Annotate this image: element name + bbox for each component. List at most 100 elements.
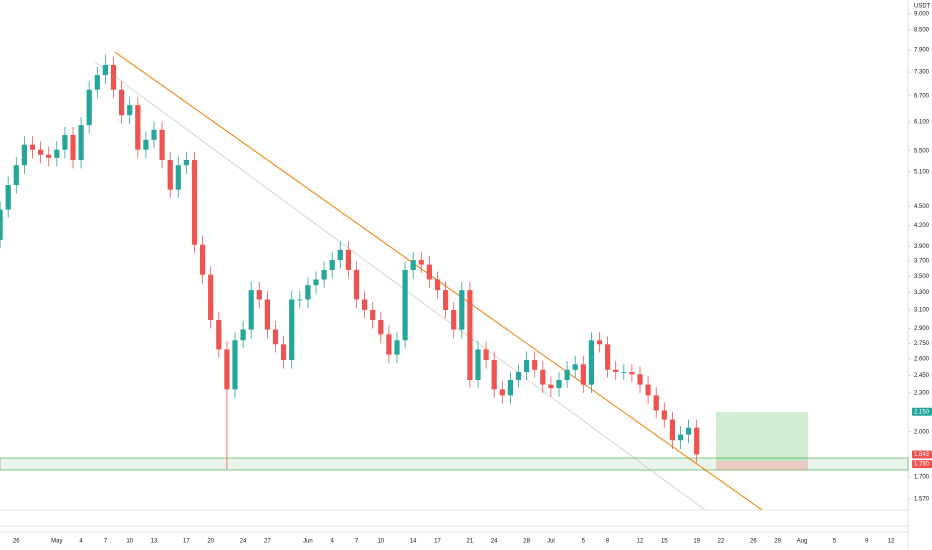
price-tag <box>912 460 932 469</box>
candle-body <box>661 410 667 420</box>
price-tag-label: 1.843 <box>914 452 930 458</box>
y-tick-label: 9.000 <box>914 11 930 17</box>
candle-body <box>127 105 133 116</box>
candle-body <box>248 290 254 330</box>
price-tag <box>912 450 932 459</box>
y-tick-label: 3.100 <box>914 308 930 314</box>
candle-body <box>62 134 68 150</box>
candle-body <box>232 340 238 390</box>
candle-body <box>451 310 457 330</box>
y-tick-label: 4.200 <box>914 223 930 229</box>
x-tick-label: 17 <box>183 539 190 545</box>
candle-body <box>289 299 295 360</box>
candle-body <box>264 299 270 330</box>
y-tick-label: 3.500 <box>914 274 930 280</box>
stop-zone <box>716 461 808 470</box>
candle-body <box>200 244 206 275</box>
candle-body <box>305 285 311 300</box>
candle-body <box>564 369 570 380</box>
candle-body <box>475 349 481 380</box>
x-tick-label: May <box>51 539 62 545</box>
candle-body <box>183 159 189 166</box>
x-tick-label: Jun <box>303 539 313 545</box>
candle-body <box>443 290 449 311</box>
candle-body <box>580 364 586 385</box>
candle-body <box>491 359 497 390</box>
y-tick-label: 4.500 <box>914 204 930 210</box>
candle-body <box>386 334 392 355</box>
x-tick-label: 24 <box>240 539 247 545</box>
candle-body <box>297 299 303 301</box>
candle-body <box>110 64 117 90</box>
x-tick-label: 7 <box>104 539 108 545</box>
y-tick-label: 2.000 <box>914 429 930 435</box>
x-tick-label: 22 <box>718 539 725 545</box>
candle-body <box>637 374 643 385</box>
candle-body <box>629 372 635 375</box>
candle-body <box>434 279 441 291</box>
candle-body <box>345 249 351 271</box>
y-tick-label: 7.300 <box>914 70 930 76</box>
candle-body <box>677 434 684 441</box>
axis-unit: USDT <box>914 4 931 10</box>
candle-body <box>362 299 368 311</box>
x-tick-label: 13 <box>151 539 158 545</box>
x-tick-label: Aug <box>797 539 808 545</box>
candle-body <box>515 372 522 380</box>
x-tick-label: 5 <box>582 539 586 545</box>
y-tick-label: 2.600 <box>914 356 930 362</box>
candle-body <box>410 260 416 271</box>
candle-body <box>499 389 505 396</box>
candle-body <box>532 359 538 370</box>
candle-body <box>426 264 432 280</box>
candle-body <box>272 329 279 345</box>
x-tick-label: 15 <box>661 539 668 545</box>
x-tick-label: 28 <box>523 539 530 545</box>
candle-body <box>29 144 36 150</box>
candle-body <box>524 359 530 373</box>
candle-body <box>94 75 100 90</box>
candle-body <box>459 290 465 330</box>
candle-body <box>135 105 141 150</box>
price-tag-label: 2.150 <box>914 409 930 415</box>
candle-body <box>653 395 659 411</box>
candle-body <box>621 372 627 373</box>
trendline <box>94 61 706 511</box>
candle-body <box>370 310 376 321</box>
y-tick-label: 3.300 <box>914 290 930 296</box>
candle-body <box>588 340 594 385</box>
candle-body <box>208 274 214 321</box>
candle-body <box>467 290 473 380</box>
candle-body <box>507 379 513 396</box>
x-tick-label: 17 <box>434 539 441 545</box>
y-tick-label: 7.900 <box>914 48 930 54</box>
x-tick-label: 7 <box>355 539 359 545</box>
candle-body <box>418 260 424 265</box>
candle-body <box>119 89 125 116</box>
candle-body <box>78 125 84 160</box>
candle-body <box>686 427 692 435</box>
candle-body <box>321 270 327 280</box>
x-tick-label: 9 <box>865 539 869 545</box>
x-tick-label: 24 <box>491 539 498 545</box>
x-tick-label: 27 <box>264 539 271 545</box>
candle-body <box>353 270 360 300</box>
candle-body <box>240 329 246 341</box>
y-tick-label: 3.900 <box>914 244 930 250</box>
x-tick-label: 12 <box>888 539 895 545</box>
price-tag-label: 1.780 <box>914 462 930 468</box>
candle-body <box>70 134 76 160</box>
x-tick-label: 4 <box>79 539 83 545</box>
y-tick-label: 5.500 <box>914 148 930 154</box>
x-tick-label: 29 <box>774 539 781 545</box>
candle-body <box>0 209 3 240</box>
y-tick-label: 8.500 <box>914 27 930 33</box>
candle-body <box>46 154 52 158</box>
candle-body <box>313 279 319 286</box>
candle-body <box>378 320 384 335</box>
candle-body <box>556 379 562 389</box>
candle-body <box>256 290 262 300</box>
x-tick-label: 20 <box>207 539 214 545</box>
candle-body <box>694 427 700 455</box>
